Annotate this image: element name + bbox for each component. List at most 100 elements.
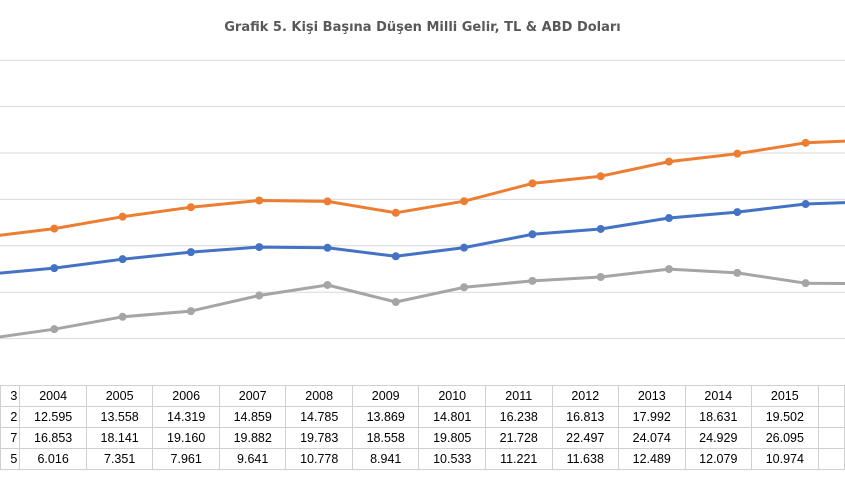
value-cell: 11.638 [551, 448, 620, 470]
year-cell [817, 385, 845, 407]
value-cell: 13.869 [351, 406, 420, 428]
series-2-point [528, 179, 537, 188]
series-3-point [460, 283, 469, 292]
value-cell: 14.319 [152, 406, 220, 428]
value-cell: 19.783 [285, 427, 353, 449]
value-cell: 18.141 [85, 427, 154, 449]
value-cell: 10.974 [751, 448, 819, 470]
value-cell: 19.805 [418, 427, 486, 449]
series-3-point [665, 265, 673, 274]
value-cell: 18.631 [684, 406, 753, 428]
value-cell: 5 [0, 448, 21, 470]
series-2-point [665, 157, 673, 166]
value-cell [817, 406, 845, 428]
year-cell: 2010 [418, 385, 486, 407]
series-1-point [323, 243, 332, 252]
series-3-point [528, 276, 537, 285]
value-cell [817, 448, 845, 470]
plot-area [0, 59, 845, 340]
series-3-point [186, 307, 195, 316]
value-cell: 19.882 [218, 427, 287, 449]
value-cell: 8.941 [351, 448, 420, 470]
series-line-1 [0, 201, 845, 275]
series-1-point [255, 243, 264, 252]
series-1-point [665, 214, 673, 223]
series-2-point [50, 224, 59, 233]
value-cell: 12.489 [618, 448, 686, 470]
table-row: 7 16.853 18.141 19.160 19.882 19.783 18.558 19.… [0, 427, 845, 449]
series-1-point [118, 255, 127, 264]
series-2-point [118, 212, 127, 221]
value-cell: 11.221 [484, 448, 553, 470]
year-cell: 2004 [19, 385, 87, 407]
series-1-point [596, 224, 605, 233]
series-2-point [801, 138, 810, 147]
series-3-point [733, 268, 742, 277]
series-1-point [733, 208, 742, 217]
series-1-point [186, 248, 195, 257]
value-cell: 18.558 [351, 427, 420, 449]
value-cell: 26.095 [751, 427, 819, 449]
value-cell: 14.785 [285, 406, 353, 428]
year-cell: 2005 [85, 385, 154, 407]
year-cell: 2009 [351, 385, 420, 407]
year-cell: 2007 [218, 385, 287, 407]
value-cell: 16.853 [19, 427, 87, 449]
table-header-row: 3 2004 2005 2006 2007 2008 2009 2010 2011 2012 201… [0, 385, 845, 407]
series-2-point [460, 197, 469, 206]
series-1-point [801, 200, 810, 209]
value-cell: 6.016 [19, 448, 87, 470]
value-cell: 19.502 [751, 406, 819, 428]
year-cell: 2006 [152, 385, 220, 407]
value-cell: 24.929 [684, 427, 753, 449]
value-cell: 10.778 [285, 448, 353, 470]
value-cell: 19.160 [152, 427, 220, 449]
year-cell: 2008 [285, 385, 353, 407]
data-table: 3 2004 2005 2006 2007 2008 2009 2010 2011 2012 201… [0, 385, 845, 470]
series-2-point [186, 203, 195, 212]
series-3-point [391, 298, 400, 307]
value-cell: 14.859 [218, 406, 287, 428]
year-cell: 2015 [751, 385, 819, 407]
value-cell: 17.992 [618, 406, 686, 428]
value-cell: 7.961 [152, 448, 220, 470]
value-cell: 7.351 [85, 448, 154, 470]
series-3-point [50, 325, 59, 334]
year-cell: 3 [0, 385, 21, 407]
value-cell: 9.641 [218, 448, 287, 470]
table-row: 5 6.016 7.351 7.961 9.641 10.778 8.941 10.533 11… [0, 448, 845, 470]
value-cell: 12.079 [684, 448, 753, 470]
series-line-3 [0, 267, 845, 339]
value-cell: 21.728 [484, 427, 553, 449]
year-cell: 2013 [618, 385, 686, 407]
value-cell: 16.813 [551, 406, 620, 428]
series-3-point [255, 291, 264, 300]
series-1-point [50, 264, 59, 273]
value-cell: 10.533 [418, 448, 486, 470]
series-3-point [596, 272, 605, 281]
series-3-point [118, 312, 127, 321]
table-row: 2 12.595 13.558 14.319 14.859 14.785 13.869 14.… [0, 406, 845, 428]
value-cell: 2 [0, 406, 21, 428]
series-2-point [596, 172, 605, 181]
value-cell: 12.595 [19, 406, 87, 428]
series-2-point [733, 149, 742, 158]
series-2-point [323, 197, 332, 206]
series-3-point [801, 279, 810, 288]
series-1-point [460, 243, 469, 252]
value-cell: 13.558 [85, 406, 154, 428]
value-cell: 22.497 [551, 427, 620, 449]
value-cell: 14.801 [418, 406, 486, 428]
value-cell: 24.074 [618, 427, 686, 449]
chart-title: Grafik 5. Kişi Başına Düşen Milli Gelir,… [224, 20, 621, 35]
series-1-point [391, 252, 400, 261]
series-3-point [323, 280, 332, 289]
series-line-2 [0, 139, 845, 237]
year-cell: 2011 [484, 385, 553, 407]
value-cell [817, 427, 845, 449]
year-cell: 2014 [684, 385, 753, 407]
series-2-point [391, 208, 400, 217]
series-2-point [255, 196, 264, 205]
value-cell: 16.238 [484, 406, 553, 428]
series-1-point [528, 230, 537, 239]
